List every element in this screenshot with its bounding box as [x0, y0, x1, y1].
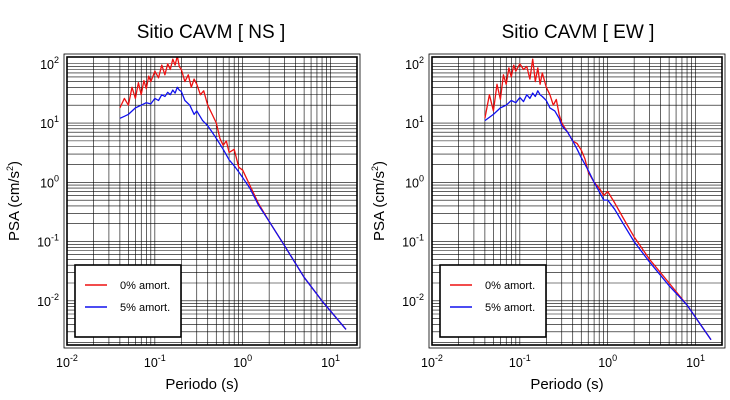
y-tick-label: 100	[40, 173, 59, 190]
series-line-damping-5	[119, 86, 347, 330]
chart-panel-1: 10-2 10-1 100 101 10-2 10-1 100 101 102 Sitio CAV…	[370, 22, 726, 393]
y-tick-label: 100	[405, 173, 424, 190]
y-tick-label: 10-1	[402, 233, 424, 250]
y-tick-label: 101	[405, 114, 424, 131]
x-tick-label: 10-1	[509, 353, 531, 370]
series-line-damping-0	[119, 57, 347, 330]
legend: 0% amort. 5% amort.	[74, 264, 182, 338]
series-line-damping-5	[484, 90, 712, 341]
legend-box	[439, 264, 547, 338]
y-tick-label: 10-2	[402, 292, 424, 309]
x-tick-label: 10-2	[56, 353, 78, 370]
plot-frame-outer	[428, 53, 726, 349]
y-tick-label: 10-1	[37, 233, 59, 250]
chart-title: Sitio CAVM [ NS ]	[137, 22, 286, 43]
x-tick-label: 10-1	[144, 353, 166, 370]
y-tick-label: 101	[40, 114, 59, 131]
legend-label: 5% amort.	[120, 302, 170, 314]
x-tick-label: 101	[686, 353, 705, 370]
y-axis-label: PSA (cm/s2)	[5, 161, 23, 241]
x-axis-label: Periodo (s)	[165, 376, 238, 393]
chart-panel-0: 10-2 10-1 100 101 10-2 10-1 100 101 102 Sitio CAV…	[5, 22, 361, 393]
y-tick-label: 10-2	[37, 292, 59, 309]
plot-frame	[66, 56, 358, 346]
y-axis-label: PSA (cm/s2)	[370, 161, 388, 241]
x-tick-label: 100	[598, 353, 617, 370]
x-tick-label: 101	[321, 353, 340, 370]
plot-frame-outer	[63, 53, 361, 349]
series-group	[119, 57, 347, 330]
legend-box	[74, 264, 182, 338]
series-group	[484, 58, 712, 341]
legend-label: 5% amort.	[485, 302, 535, 314]
legend-label: 0% amort.	[120, 280, 170, 292]
plot-frame	[431, 56, 723, 346]
x-tick-label: 10-2	[421, 353, 443, 370]
legend-label: 0% amort.	[485, 280, 535, 292]
y-tick-label: 102	[405, 55, 424, 72]
chart-title: Sitio CAVM [ EW ]	[502, 22, 655, 43]
legend: 0% amort. 5% amort.	[439, 264, 547, 338]
series-line-damping-0	[484, 58, 712, 341]
x-axis-label: Periodo (s)	[530, 376, 603, 393]
x-tick-label: 100	[233, 353, 252, 370]
y-tick-label: 102	[40, 55, 59, 72]
